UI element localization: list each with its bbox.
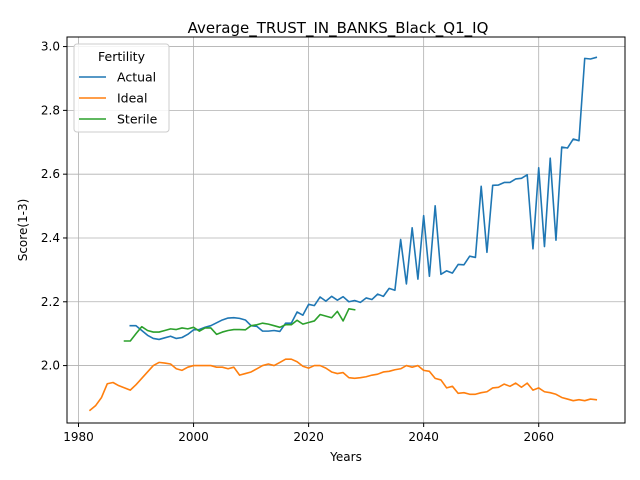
y-tick-label: 2.8	[41, 103, 60, 117]
grid	[67, 37, 625, 423]
plot-lines	[88, 56, 598, 412]
legend-box	[73, 43, 170, 133]
y-tick-label: 2.2	[41, 295, 60, 309]
y-axis-label: Score(1-3)	[16, 199, 30, 262]
y-tick-label: 2.4	[41, 231, 60, 245]
x-tick-label: 2060	[523, 430, 554, 444]
x-axis-ticks: 1980 2000 2020 2040 2060	[63, 423, 554, 444]
series-line-actual	[129, 56, 598, 341]
legend: Fertility Actual Ideal Sterile	[73, 43, 170, 133]
series-line-sterile	[123, 307, 356, 342]
x-axis-label: Years	[329, 450, 362, 464]
legend-label-actual: Actual	[117, 70, 156, 85]
legend-label-sterile: Sterile	[117, 112, 158, 127]
x-tick-label: 1980	[63, 430, 94, 444]
plot-frame	[66, 36, 626, 424]
x-tick-label: 2020	[293, 430, 324, 444]
x-tick-label: 2040	[408, 430, 439, 444]
series-line-ideal	[88, 358, 598, 412]
y-tick-label: 2.6	[41, 167, 60, 181]
x-tick-label: 2000	[178, 430, 209, 444]
y-tick-label: 3.0	[41, 40, 60, 54]
y-axis-ticks: 2.0 2.2 2.4 2.6 2.8 3.0	[41, 40, 67, 373]
chart-title: Average_TRUST_IN_BANKS_Black_Q1_IQ	[188, 19, 489, 38]
y-tick-label: 2.0	[41, 359, 60, 373]
legend-title: Fertility	[98, 49, 146, 64]
legend-label-ideal: Ideal	[117, 91, 147, 106]
